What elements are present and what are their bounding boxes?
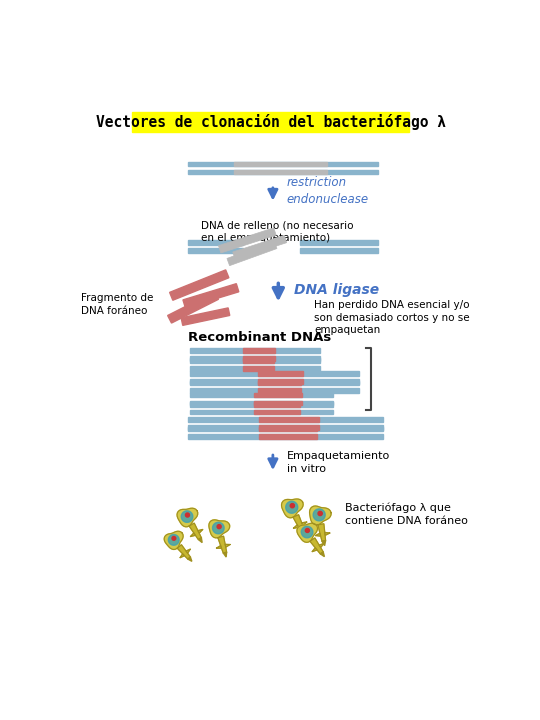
Bar (258, 388, 301, 393)
Polygon shape (301, 526, 313, 538)
Polygon shape (183, 284, 239, 308)
Bar (242, 356, 275, 361)
Bar (253, 402, 300, 407)
Bar (187, 162, 377, 166)
Bar (259, 427, 317, 431)
Bar (259, 426, 319, 430)
Text: Han perdido DNA esencial y/o
son demasiado cortos y no se
empaquetan: Han perdido DNA esencial y/o son demasia… (314, 300, 470, 336)
Polygon shape (168, 534, 179, 545)
Polygon shape (286, 501, 298, 513)
Polygon shape (319, 544, 324, 547)
Bar (187, 169, 377, 174)
Polygon shape (309, 506, 331, 525)
Bar (258, 372, 303, 376)
Polygon shape (225, 544, 230, 547)
Text: restriction
endonuclease: restriction endonuclease (287, 176, 369, 206)
Polygon shape (312, 548, 317, 552)
Bar (187, 427, 383, 431)
Polygon shape (313, 509, 325, 521)
Polygon shape (302, 522, 307, 526)
Polygon shape (189, 523, 201, 539)
Polygon shape (233, 235, 287, 259)
Polygon shape (209, 520, 230, 538)
Bar (190, 379, 359, 384)
Bar (234, 169, 327, 174)
Bar (190, 402, 333, 407)
Bar (258, 381, 301, 385)
Bar (253, 410, 300, 415)
Circle shape (217, 525, 221, 528)
Polygon shape (227, 241, 277, 266)
Polygon shape (294, 525, 299, 528)
Bar (190, 410, 333, 415)
Circle shape (318, 511, 322, 516)
Bar (253, 400, 301, 405)
Polygon shape (315, 534, 320, 536)
Bar (259, 418, 319, 422)
Bar (300, 240, 377, 245)
Polygon shape (318, 524, 326, 541)
Text: DNA de relleno (no necesario
en el empaquetamiento): DNA de relleno (no necesario en el empaq… (201, 220, 353, 243)
Polygon shape (320, 552, 325, 557)
Bar (190, 400, 333, 405)
Polygon shape (281, 499, 303, 518)
Bar (187, 240, 244, 245)
Bar (190, 372, 359, 376)
Bar (187, 434, 383, 439)
Bar (190, 366, 320, 371)
Polygon shape (167, 292, 219, 323)
Polygon shape (186, 549, 190, 553)
Bar (242, 348, 275, 353)
Circle shape (305, 528, 309, 533)
Polygon shape (170, 270, 229, 300)
Bar (242, 359, 274, 363)
Bar (300, 248, 377, 253)
Text: Recombinant DNAs: Recombinant DNAs (187, 331, 331, 344)
Bar (190, 393, 333, 397)
Polygon shape (223, 552, 227, 557)
Polygon shape (293, 515, 305, 532)
Bar (259, 434, 317, 439)
Polygon shape (181, 308, 230, 325)
Polygon shape (180, 554, 184, 557)
Bar (187, 248, 244, 253)
Polygon shape (177, 545, 190, 559)
Polygon shape (218, 536, 227, 553)
Text: Fragmento de
DNA foráneo: Fragmento de DNA foráneo (82, 293, 154, 315)
Bar (234, 162, 327, 166)
Text: Bacteriófago λ que
contiene DNA foráneo: Bacteriófago λ que contiene DNA foráneo (345, 502, 468, 526)
Polygon shape (301, 531, 305, 536)
Bar (242, 366, 274, 371)
Polygon shape (213, 522, 224, 534)
Polygon shape (177, 508, 198, 527)
Bar (132, 112, 409, 132)
Polygon shape (310, 538, 323, 554)
Text: Vectores de clonación del bacteriófago λ: Vectores de clonación del bacteriófago λ (96, 114, 445, 130)
Bar (190, 348, 320, 353)
Polygon shape (198, 538, 202, 543)
Polygon shape (164, 531, 183, 549)
Bar (190, 356, 320, 361)
Text: DNA ligase: DNA ligase (294, 283, 379, 297)
Polygon shape (297, 523, 318, 542)
Bar (258, 379, 303, 384)
Bar (253, 393, 301, 397)
Polygon shape (219, 228, 276, 253)
Circle shape (172, 536, 176, 540)
Bar (187, 426, 383, 430)
Bar (187, 418, 383, 422)
Polygon shape (198, 529, 202, 533)
Circle shape (185, 513, 190, 517)
Polygon shape (322, 541, 326, 546)
Polygon shape (325, 533, 330, 535)
Text: Empaquetamiento
in vitro: Empaquetamiento in vitro (287, 451, 390, 474)
Bar (190, 381, 359, 385)
Polygon shape (191, 533, 195, 536)
Polygon shape (188, 557, 192, 562)
Polygon shape (217, 546, 221, 548)
Circle shape (290, 503, 294, 508)
Bar (190, 388, 359, 393)
Bar (190, 359, 320, 363)
Polygon shape (181, 510, 193, 522)
